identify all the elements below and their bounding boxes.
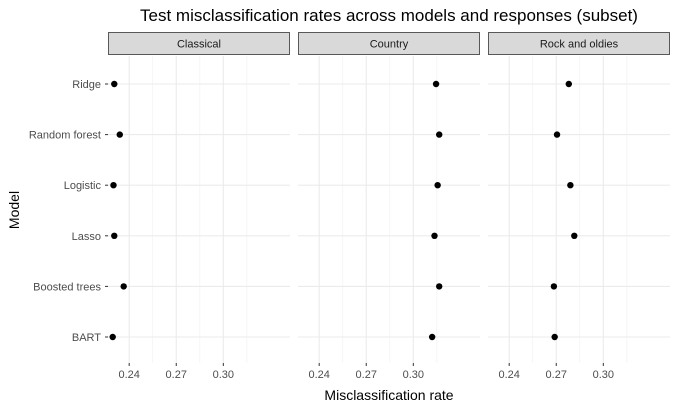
x-tick-label: 0.30 bbox=[213, 369, 234, 381]
facet-strip bbox=[298, 32, 480, 55]
data-point bbox=[111, 232, 118, 239]
facet-strip bbox=[108, 32, 290, 55]
facet-strip-label: Rock and oldies bbox=[540, 39, 619, 51]
x-tick-label: 0.24 bbox=[308, 369, 329, 381]
x-tick-label: 0.27 bbox=[166, 369, 187, 381]
data-point bbox=[120, 283, 127, 290]
x-tick-label: 0.27 bbox=[356, 369, 377, 381]
facet-strip bbox=[488, 32, 670, 55]
data-point bbox=[111, 80, 118, 88]
facet-strip-label: Country bbox=[370, 39, 409, 51]
data-point bbox=[550, 283, 558, 290]
data-point bbox=[428, 333, 436, 341]
chart-title: Test misclassification rates across mode… bbox=[140, 6, 638, 25]
data-point bbox=[110, 182, 117, 189]
y-axis-title: Model bbox=[6, 191, 22, 229]
x-tick-label: 0.27 bbox=[546, 369, 567, 381]
panel-background bbox=[488, 56, 670, 363]
data-point bbox=[567, 182, 574, 189]
y-tick-label: Random forest bbox=[29, 130, 101, 142]
data-point bbox=[109, 333, 116, 341]
data-point bbox=[116, 131, 123, 138]
x-tick-label: 0.30 bbox=[593, 369, 614, 381]
data-point bbox=[434, 182, 441, 189]
data-point bbox=[431, 232, 438, 239]
facet-panel-country: Country 0.24 0.27 0.30 bbox=[298, 32, 480, 381]
x-axis-title: Misclassification rate bbox=[324, 387, 453, 403]
y-tick-label: Ridge bbox=[72, 79, 101, 91]
y-tick-label: Boosted trees bbox=[33, 281, 101, 293]
panel-background bbox=[108, 56, 290, 363]
y-tick-label: Lasso bbox=[72, 231, 101, 243]
data-point bbox=[571, 232, 578, 239]
data-point bbox=[565, 80, 573, 88]
data-point bbox=[551, 333, 558, 341]
facet-panels: Classical 0.24 0.27 0.30 Country 0.24 0.27 0.30… bbox=[108, 32, 670, 381]
y-axis: Ridge Random forest Logistic Lasso Boosted t… bbox=[29, 79, 108, 344]
panel-background bbox=[298, 56, 480, 363]
y-tick-label: Logistic bbox=[64, 180, 102, 192]
data-point bbox=[553, 131, 561, 138]
facet-panel-classical: Classical 0.24 0.27 0.30 bbox=[108, 32, 290, 381]
data-point bbox=[432, 80, 440, 88]
facet-panel-rock-and-oldies: Rock and oldies 0.24 0.27 0.30 bbox=[488, 32, 670, 381]
x-tick-label: 0.30 bbox=[403, 369, 424, 381]
data-point bbox=[436, 283, 443, 290]
y-tick-label: BART bbox=[72, 332, 101, 344]
data-point bbox=[436, 131, 443, 138]
facet-strip-label: Classical bbox=[177, 39, 221, 51]
x-tick-label: 0.24 bbox=[498, 369, 519, 381]
x-tick-label: 0.24 bbox=[118, 369, 139, 381]
